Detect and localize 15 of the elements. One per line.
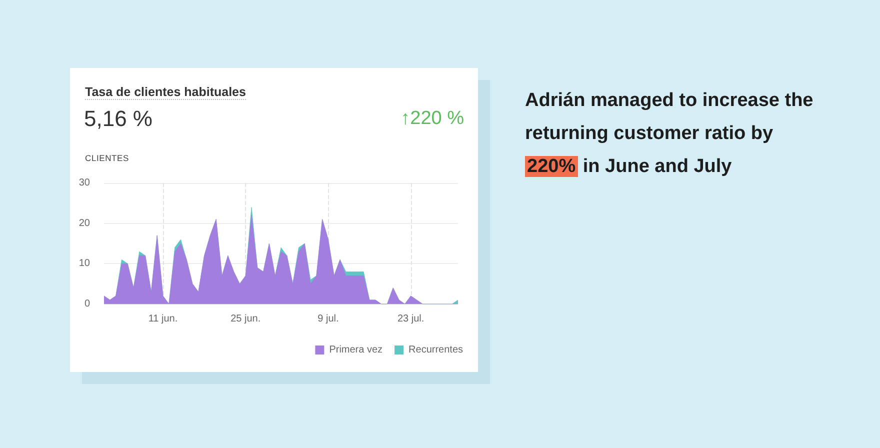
y-tick-label: 20 [78,218,90,229]
chart-title: Tasa de clientes habituales [85,85,246,100]
legend-label: Recurrentes [408,344,463,356]
x-tick-label: 11 jun. [148,314,178,324]
y-tick-label: 10 [78,258,90,270]
x-tick-label: 9 jul. [318,314,339,324]
chart-subtitle: 5,16 % [84,106,152,132]
y-tick-label: 30 [78,178,90,188]
y-tick-label: 0 [84,298,90,310]
x-tick-label: 25 jun. [230,314,261,324]
legend-label: Primera vez [329,344,383,356]
text: Adrián managed to increase the returning customer ratio by 220% in June and July [525,90,814,177]
text: ↑220 % [400,108,464,130]
x-tick-label: 23 jul. [397,314,424,324]
y-axis-title: CLIENTES [85,153,129,163]
